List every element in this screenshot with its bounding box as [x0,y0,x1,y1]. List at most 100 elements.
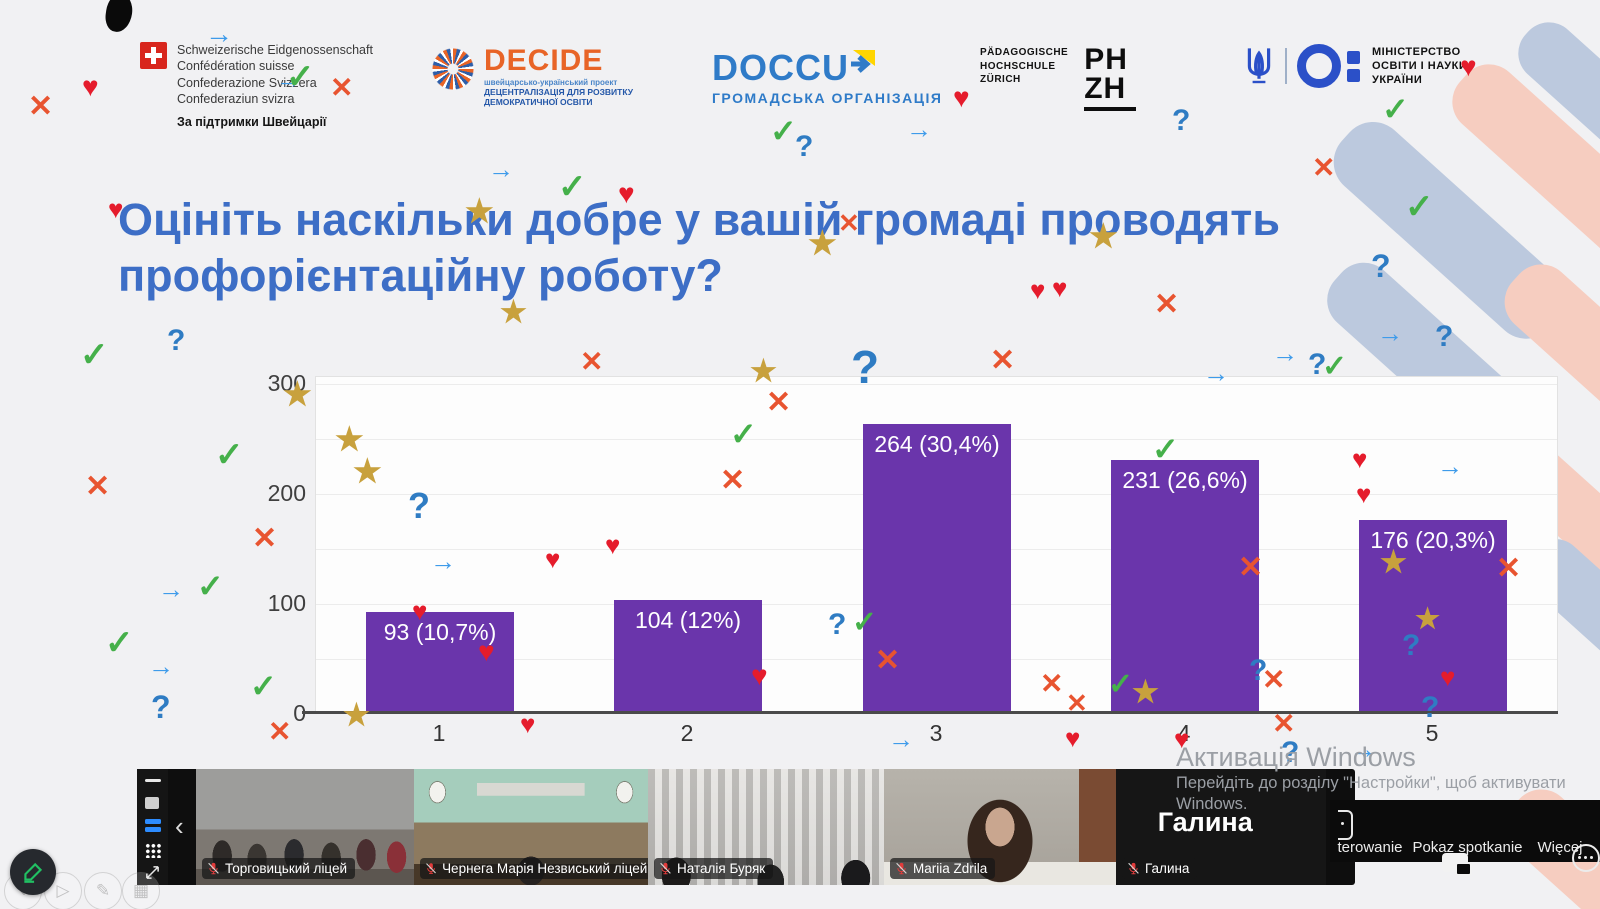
participant-nametag: Торговицький ліцей [202,858,356,879]
video-tile-2[interactable]: Чернега Марія Незвиський ліцей [414,769,648,885]
bar-value-label: 104 (12%) [634,607,742,633]
controls-icon[interactable] [1338,810,1353,840]
x-tick-label: 4 [1177,720,1191,746]
minimize-view-icon[interactable] [145,779,161,782]
speaker-view-icon[interactable] [145,797,159,809]
y-tick-label: 300 [267,370,306,396]
reaction-heart-icon: ♥ [1065,723,1081,753]
filmstrip-view-icon[interactable] [145,819,161,833]
reaction-q-icon: ? [795,130,814,163]
reaction-x-icon: ✕ [990,344,1016,377]
reaction-check-icon: ✓ [197,568,224,604]
reaction-arrow-icon: → [158,574,184,604]
x-tick-label: 5 [1425,720,1439,746]
bar-value-label: 264 (30,4%) [874,431,1000,457]
bar-category-5: 176 (20,3%) [1359,520,1507,714]
reaction-q-icon: ? [1172,104,1191,137]
muted-mic-icon [1128,862,1139,875]
more-icon[interactable] [1572,844,1600,872]
swiss-cross-icon [140,42,167,69]
participant-filmstrip: ‹ Торговицький ліцей Чернега Марія Незвис… [137,769,1355,885]
reaction-check-icon: ✓ [105,624,134,662]
reaction-x-icon: ✕ [85,470,111,503]
participant-display-name: Галина [1157,807,1253,837]
gallery-view-icon[interactable] [145,843,161,858]
controls-button[interactable]: terowanie [1337,839,1403,856]
more-button[interactable]: Więcej [1537,839,1583,856]
participant-name: Чернега Марія Незвиський ліцей [442,861,648,876]
decide-subtitle2: ДЕЦЕНТРАЛІЗАЦІЯ ДЛЯ РОЗВИТКУ [484,87,634,97]
participant-nametag: Mariia Zdrila [890,858,996,879]
ministry-education-logo: МІНІСТЕРСТВО ОСВІТИ І НАУКИ УКРАЇНИ [1243,44,1467,88]
doccu-arrow-icon [851,50,875,73]
draw-tool-button[interactable]: ✎ [84,872,122,909]
reaction-heart-icon: ♥ [82,71,99,102]
reaction-arrow-icon: → [906,114,932,144]
y-tick-label: 0 [293,700,306,726]
phzh-block-zh: ZH [1084,71,1127,105]
decide-wordmark: DECIDE [484,44,604,77]
x-axis-line [302,711,1558,714]
swiss-support-line: За підтримки Швейцарії [177,115,327,129]
muted-mic-icon [896,862,907,875]
bar-category-4: 231 (26,6%) [1111,460,1259,714]
pen-stroke-blob [103,0,135,34]
doccu-subtitle: ГРОМАДСЬКА ОРГАНІЗАЦІЯ [712,90,943,106]
phzh-line2: HOCHSCHULE [980,60,1056,72]
video-tile-4[interactable]: Mariia Zdrila [884,769,1116,885]
reaction-q-icon: ? [1281,736,1300,769]
phzh-logo: PÄDAGOGISCHE HOCHSCHULE ZÜRICH PH ZH [980,43,1137,111]
meeting-controls-taskbar: terowanie Pokaz spotkanie Więcej [1330,800,1600,876]
reaction-check-icon: ✓ [80,336,109,374]
decide-subtitle3: ДЕМОКРАТИЧНОЇ ОСВІТИ [484,97,593,108]
mon-line3: УКРАЇНИ [1372,74,1423,87]
slide-title: Оцініть наскільки добре у вашій громаді … [118,194,1280,301]
mon-squares-icon [1347,50,1360,82]
annotate-button[interactable] [10,849,56,895]
muted-mic-icon [208,862,219,875]
swiss-line3: Confederazione Svizzera [177,75,317,90]
mon-line2: ОСВІТИ І НАУКИ [1372,59,1468,72]
bar-category-1: 93 (10,7%) [366,612,514,714]
participant-nametag: Чернега Марія Незвиський ліцей [420,858,648,879]
reaction-q-icon: ? [151,689,171,725]
y-tick-label: 200 [267,480,306,506]
doccu-wordmark: DOCCU [712,47,849,88]
show-meeting-button[interactable]: Pokaz spotkanie [1412,839,1523,856]
decide-logo: DECIDE швейцарсько-український проект ДЕ… [430,46,633,107]
reaction-arrow-icon: → [1272,338,1298,368]
phzh-underline [1084,107,1137,111]
participant-name: Наталія Буряк [677,861,766,876]
x-tick-label: 2 [680,720,694,746]
x-tick-label: 1 [432,720,446,746]
swiss-line1: Schweizerische Eidgenossenschaft [177,43,373,57]
reaction-check-icon: ✓ [215,436,244,474]
logo-divider [1285,48,1287,84]
phzh-block-ph: PH [1084,43,1128,76]
reaction-arrow-icon: → [148,651,174,681]
bar-value-label: 231 (26,6%) [1122,467,1248,493]
reaction-x-icon: ✕ [252,522,278,555]
swiss-confederation-logo: Schweizerische Eidgenossenschaft Confédé… [140,42,373,130]
participant-name: Mariia Zdrila [913,861,988,876]
swiss-line4: Confederaziun svizra [177,91,295,106]
bar-value-label: 93 (10,7%) [383,619,497,645]
reaction-check-icon: ✓ [770,113,797,149]
muted-mic-icon [660,862,671,875]
video-tile-5[interactable]: Галина Галина [1116,769,1326,885]
reaction-arrow-icon: → [488,154,514,184]
bar-category-3: 264 (30,4%) [863,424,1011,714]
show-meeting-icon[interactable] [1442,853,1472,876]
bar-value-label: 176 (20,3%) [1370,527,1496,553]
mon-line1: МІНІСТЕРСТВО [1372,45,1461,58]
grid-tool-button[interactable]: ▦ [122,872,160,909]
video-tile-3[interactable]: Наталія Буряк [648,769,884,885]
participant-nametag: Наталія Буряк [654,858,774,879]
decide-starburst-icon [430,46,476,92]
reaction-check-icon: ✓ [250,668,277,704]
reaction-q-icon: ? [167,324,186,357]
swiss-line2: Confédération suisse [177,59,295,74]
filmstrip-prev-button[interactable]: ‹ [175,811,184,841]
video-tile-1[interactable]: Торговицький ліцей [196,769,414,885]
